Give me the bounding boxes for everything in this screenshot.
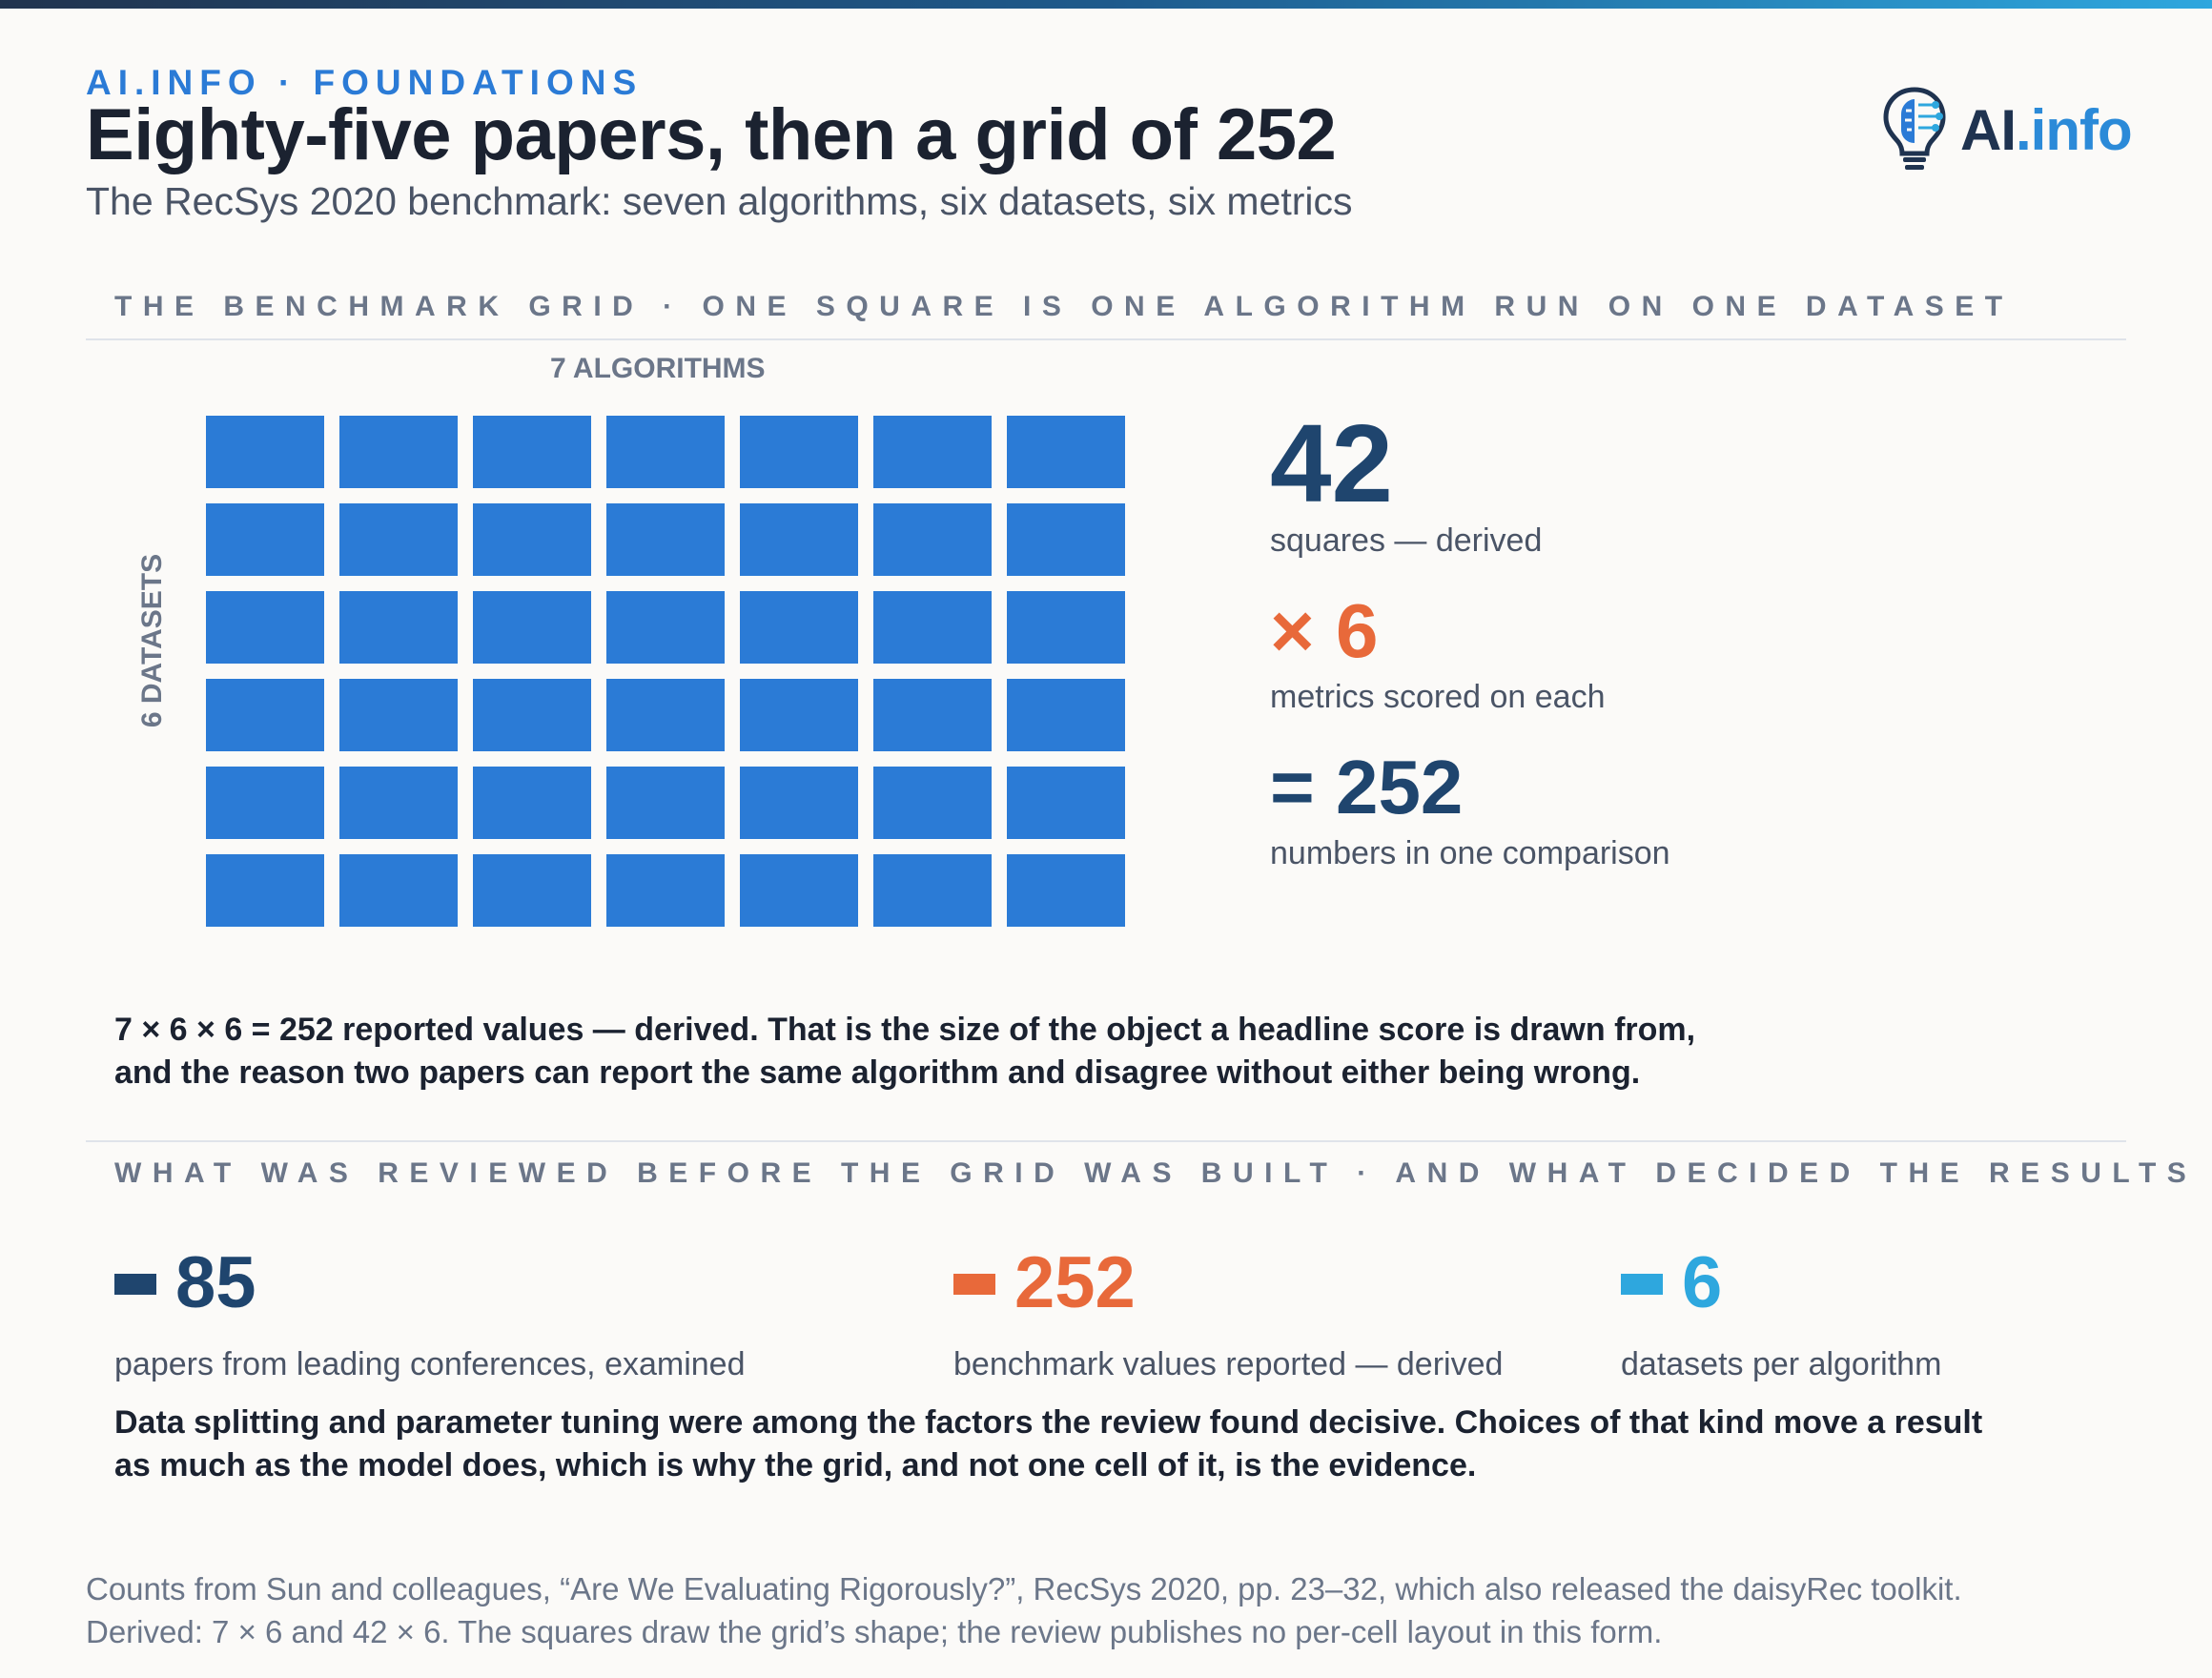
- source-footnote: Counts from Sun and colleagues, “Are We …: [86, 1567, 1962, 1653]
- grid-square: [339, 416, 458, 488]
- grid-square: [339, 767, 458, 839]
- grid-square: [339, 591, 458, 664]
- logo-text: AI.info: [1960, 97, 2133, 163]
- grid-square: [740, 416, 858, 488]
- grid-square: [206, 591, 324, 664]
- grid-square: [206, 679, 324, 751]
- divider: [86, 338, 2126, 340]
- grid-square: [740, 767, 858, 839]
- stat-caption: papers from leading conferences, examine…: [114, 1346, 746, 1382]
- page-title: Eighty-five papers, then a grid of 252: [86, 94, 1337, 175]
- footnote-line: Derived: 7 × 6 and 42 × 6. The squares d…: [86, 1614, 1663, 1649]
- grid-square: [873, 416, 992, 488]
- page-subtitle: The RecSys 2020 benchmark: seven algorit…: [86, 179, 1353, 223]
- metrics-multiplier: × 6: [1270, 588, 1379, 673]
- grid-square: [339, 854, 458, 927]
- grid-square: [873, 503, 992, 576]
- grid-square: [473, 854, 591, 927]
- grid-square: [606, 854, 725, 927]
- grid-square: [1007, 503, 1125, 576]
- grid-square: [606, 503, 725, 576]
- review-note: Data splitting and parameter tuning were…: [114, 1402, 1982, 1487]
- squares-caption: squares — derived: [1270, 522, 1543, 559]
- kicker: AI.INFO · FOUNDATIONS: [86, 63, 644, 102]
- grid-square: [606, 591, 725, 664]
- grid-square: [1007, 591, 1125, 664]
- grid-square: [740, 679, 858, 751]
- grid-square: [473, 503, 591, 576]
- result-total: = 252: [1270, 745, 1464, 829]
- top-accent-bar: [0, 0, 2212, 9]
- grid-square: [1007, 854, 1125, 927]
- grid-square: [606, 416, 725, 488]
- grid-square: [873, 591, 992, 664]
- review-section-label: WHAT WAS REVIEWED BEFORE THE GRID WAS BU…: [114, 1157, 2198, 1189]
- grid-note-line: and the reason two papers can report the…: [114, 1054, 1641, 1091]
- datasets-axis-label: 6 DATASETS: [136, 553, 168, 728]
- stat-caption: datasets per algorithm: [1621, 1346, 1942, 1382]
- algorithms-axis-label: 7 ALGORITHMS: [550, 353, 766, 384]
- stat-value: 252: [1014, 1242, 1136, 1323]
- grid-square: [1007, 416, 1125, 488]
- stat-swatch: [953, 1274, 995, 1295]
- lightbulb-brain-icon: [1883, 87, 1946, 170]
- logo-text-info: .info: [2016, 98, 2133, 162]
- grid-square: [206, 767, 324, 839]
- grid-square: [473, 767, 591, 839]
- stat-caption: benchmark values reported — derived: [953, 1346, 1504, 1382]
- stat-swatch: [1621, 1274, 1663, 1295]
- squares-total: 42: [1270, 401, 1394, 525]
- grid-square: [339, 679, 458, 751]
- stat-swatch: [114, 1274, 156, 1295]
- grid-square: [473, 591, 591, 664]
- grid-square: [1007, 679, 1125, 751]
- grid-square: [740, 591, 858, 664]
- metrics-caption: metrics scored on each: [1270, 679, 1606, 715]
- stat-value: 85: [175, 1242, 256, 1323]
- grid-note: 7 × 6 × 6 = 252 reported values — derive…: [114, 1009, 1695, 1095]
- divider: [86, 1140, 2126, 1142]
- grid-square: [473, 416, 591, 488]
- grid-square: [206, 854, 324, 927]
- grid-square: [339, 503, 458, 576]
- grid-note-line: 7 × 6 × 6 = 252 reported values — derive…: [114, 1012, 1696, 1048]
- grid-square: [206, 416, 324, 488]
- review-note-line: as much as the model does, which is why …: [114, 1447, 1477, 1484]
- grid-square: [473, 679, 591, 751]
- ai-info-logo[interactable]: AI.info: [1880, 84, 2133, 175]
- grid-square: [740, 503, 858, 576]
- grid-section-label: THE BENCHMARK GRID · ONE SQUARE IS ONE A…: [114, 291, 2014, 322]
- grid-square: [740, 854, 858, 927]
- stat-value: 6: [1682, 1242, 1723, 1323]
- grid-square: [1007, 767, 1125, 839]
- footnote-line: Counts from Sun and colleagues, “Are We …: [86, 1571, 1962, 1606]
- grid-square: [606, 767, 725, 839]
- grid-square: [206, 503, 324, 576]
- grid-square: [606, 679, 725, 751]
- logo-text-ai: AI: [1960, 98, 2017, 162]
- grid-square: [873, 679, 992, 751]
- grid-square: [873, 767, 992, 839]
- result-caption: numbers in one comparison: [1270, 835, 1670, 871]
- review-note-line: Data splitting and parameter tuning were…: [114, 1404, 1983, 1441]
- grid-square: [873, 854, 992, 927]
